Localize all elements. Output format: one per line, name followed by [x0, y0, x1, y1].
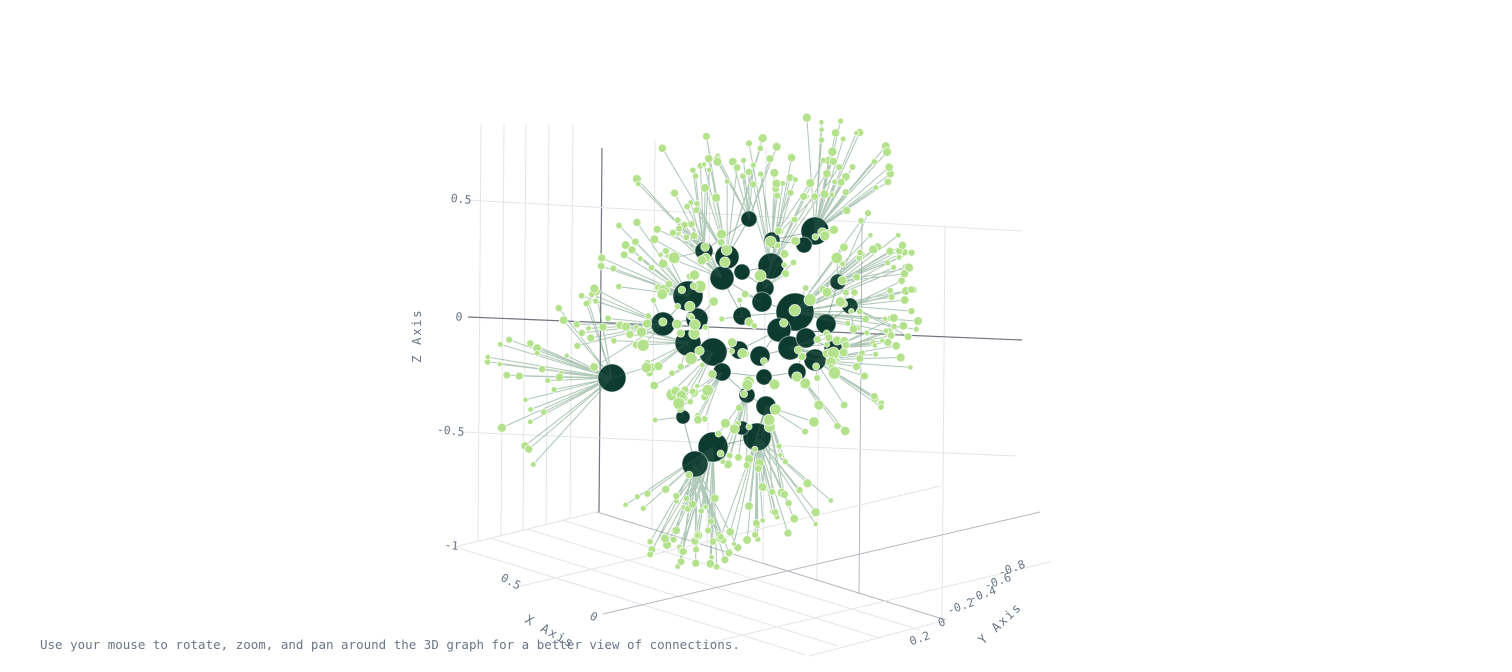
- tick-label: -0.2: [945, 595, 976, 618]
- tick-label: 0.5: [450, 191, 472, 207]
- hint-text: Use your mouse to rotate, zoom, and pan …: [40, 637, 740, 652]
- axis-tick-labels: 0.50-0.5-10.50-0.8-0.6-0.4-0.200.2: [436, 191, 1027, 648]
- tick-label: 0.5: [498, 570, 523, 592]
- leaf-nodes: [483, 112, 923, 571]
- tick-label: 0: [455, 309, 463, 324]
- tick-label: 0: [936, 614, 947, 630]
- z-axis-label: Z Axis: [409, 309, 424, 363]
- y-axis-label: Y Axis: [975, 599, 1025, 647]
- tick-label: 0.2: [907, 628, 931, 648]
- tick-label: -0.5: [436, 422, 465, 439]
- tick-label: -1: [444, 538, 459, 553]
- tick-label: 0: [588, 609, 601, 625]
